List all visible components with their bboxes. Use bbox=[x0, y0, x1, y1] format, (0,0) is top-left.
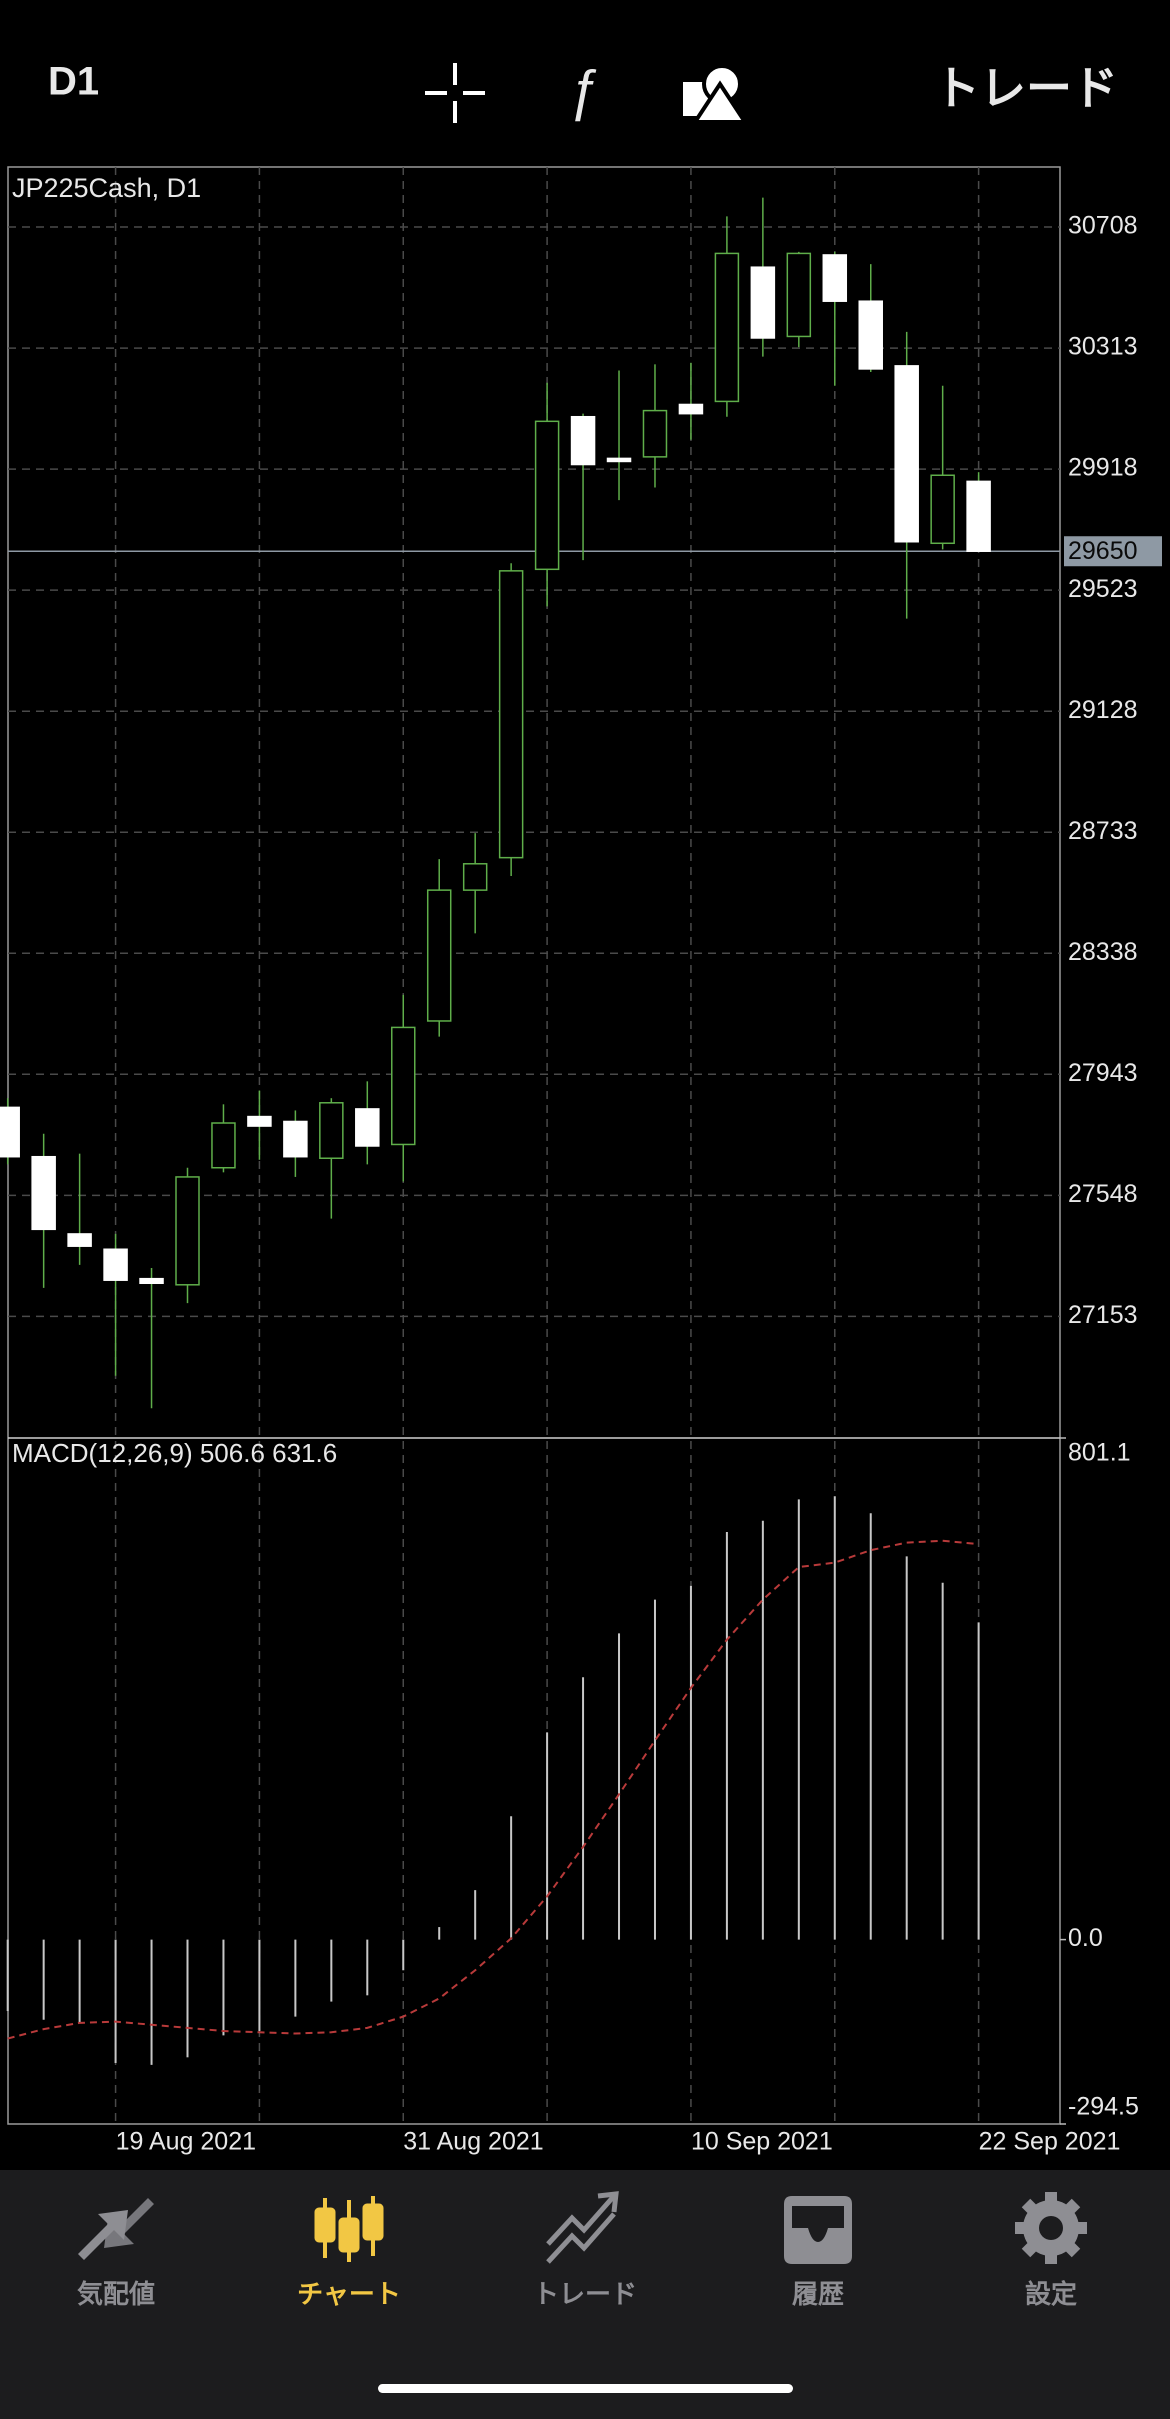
y-tick-label: 28733 bbox=[1068, 817, 1138, 845]
y-tick-label: 30313 bbox=[1068, 333, 1138, 361]
candle-body bbox=[750, 266, 776, 339]
x-tick-label: 10 Sep 2021 bbox=[691, 2128, 833, 2156]
y-tick-label: 0.0 bbox=[1068, 1924, 1103, 1952]
quotes-icon bbox=[78, 2198, 154, 2260]
history-icon bbox=[784, 2196, 852, 2264]
y-tick-label: 801.1 bbox=[1068, 1439, 1131, 1467]
candle-body bbox=[714, 252, 740, 403]
y-tick-label: 27548 bbox=[1068, 1180, 1138, 1208]
candle-body bbox=[930, 474, 955, 545]
candle-body bbox=[858, 300, 883, 370]
candle-body bbox=[642, 409, 668, 458]
tab-bar bbox=[0, 2170, 1170, 2419]
candle-body bbox=[606, 457, 632, 463]
home-indicator bbox=[378, 2384, 793, 2393]
y-tick-label: 29918 bbox=[1068, 454, 1138, 482]
candle-body bbox=[247, 1115, 272, 1127]
candle-body bbox=[678, 403, 704, 415]
candle-body bbox=[139, 1277, 164, 1285]
y-tick-label: 27153 bbox=[1068, 1301, 1138, 1329]
candle-body bbox=[822, 254, 848, 302]
plot-layer: 27153 27548 27943 28338 28733 29128 29523 29918… bbox=[0, 167, 1162, 2156]
settings-icon bbox=[1015, 2192, 1087, 2264]
candle-body bbox=[31, 1155, 56, 1231]
objects-button[interactable] bbox=[683, 64, 749, 124]
candle-body bbox=[319, 1102, 344, 1159]
candle-body bbox=[426, 889, 452, 1022]
macd-title: MACD(12,26,9) 506.6 631.6 bbox=[12, 1438, 337, 1468]
x-tick-label: 31 Aug 2021 bbox=[403, 2128, 543, 2156]
candle-body bbox=[355, 1108, 380, 1147]
candle-body bbox=[67, 1233, 92, 1247]
candle-body bbox=[570, 415, 596, 466]
crosshair-button[interactable] bbox=[425, 63, 485, 123]
indicator-button[interactable]: ƒ bbox=[567, 58, 598, 122]
chart-title: JP225Cash, D1 bbox=[12, 173, 201, 203]
y-tick-label: 28338 bbox=[1068, 938, 1138, 966]
tab-labels: 気配値 チャート トレード 履歴 設定 bbox=[77, 2279, 1077, 2309]
candle-body bbox=[462, 863, 488, 891]
x-tick-label: 19 Aug 2021 bbox=[116, 2128, 256, 2156]
last-price-label: 29650 bbox=[1068, 537, 1138, 565]
y-tick-label: 29523 bbox=[1068, 575, 1138, 603]
signal-line bbox=[7, 1539, 979, 2040]
candle-body bbox=[0, 1106, 20, 1158]
y-tick-label: -294.5 bbox=[1068, 2093, 1139, 2121]
tab-label[interactable]: トレード bbox=[533, 2279, 637, 2309]
tab-label[interactable]: 気配値 bbox=[77, 2279, 155, 2309]
candle-body bbox=[498, 570, 524, 859]
y-tick-label: 27943 bbox=[1068, 1059, 1138, 1087]
candle-body bbox=[534, 420, 560, 571]
y-tick-label: 29128 bbox=[1068, 696, 1138, 724]
candle-body bbox=[894, 365, 919, 543]
trade-button[interactable]: トレード bbox=[934, 62, 1118, 114]
tab-label[interactable]: 設定 bbox=[1025, 2279, 1077, 2309]
candle-body bbox=[211, 1122, 236, 1169]
candle-body bbox=[103, 1248, 128, 1281]
trade-icon bbox=[546, 2191, 619, 2264]
candle-body bbox=[175, 1176, 200, 1286]
candle-body bbox=[966, 480, 991, 552]
chart-icon bbox=[314, 2196, 384, 2262]
tab-label[interactable]: 履歴 bbox=[792, 2279, 844, 2309]
tab-label[interactable]: チャート bbox=[297, 2279, 401, 2309]
candle-body bbox=[283, 1120, 308, 1158]
y-tick-label: 30708 bbox=[1068, 212, 1138, 240]
timeframe-button[interactable]: D1 bbox=[48, 60, 99, 104]
x-tick-label: 22 Sep 2021 bbox=[979, 2128, 1121, 2156]
last-price-box bbox=[1064, 536, 1162, 567]
candle-body bbox=[391, 1026, 416, 1146]
candle-body bbox=[786, 252, 812, 338]
